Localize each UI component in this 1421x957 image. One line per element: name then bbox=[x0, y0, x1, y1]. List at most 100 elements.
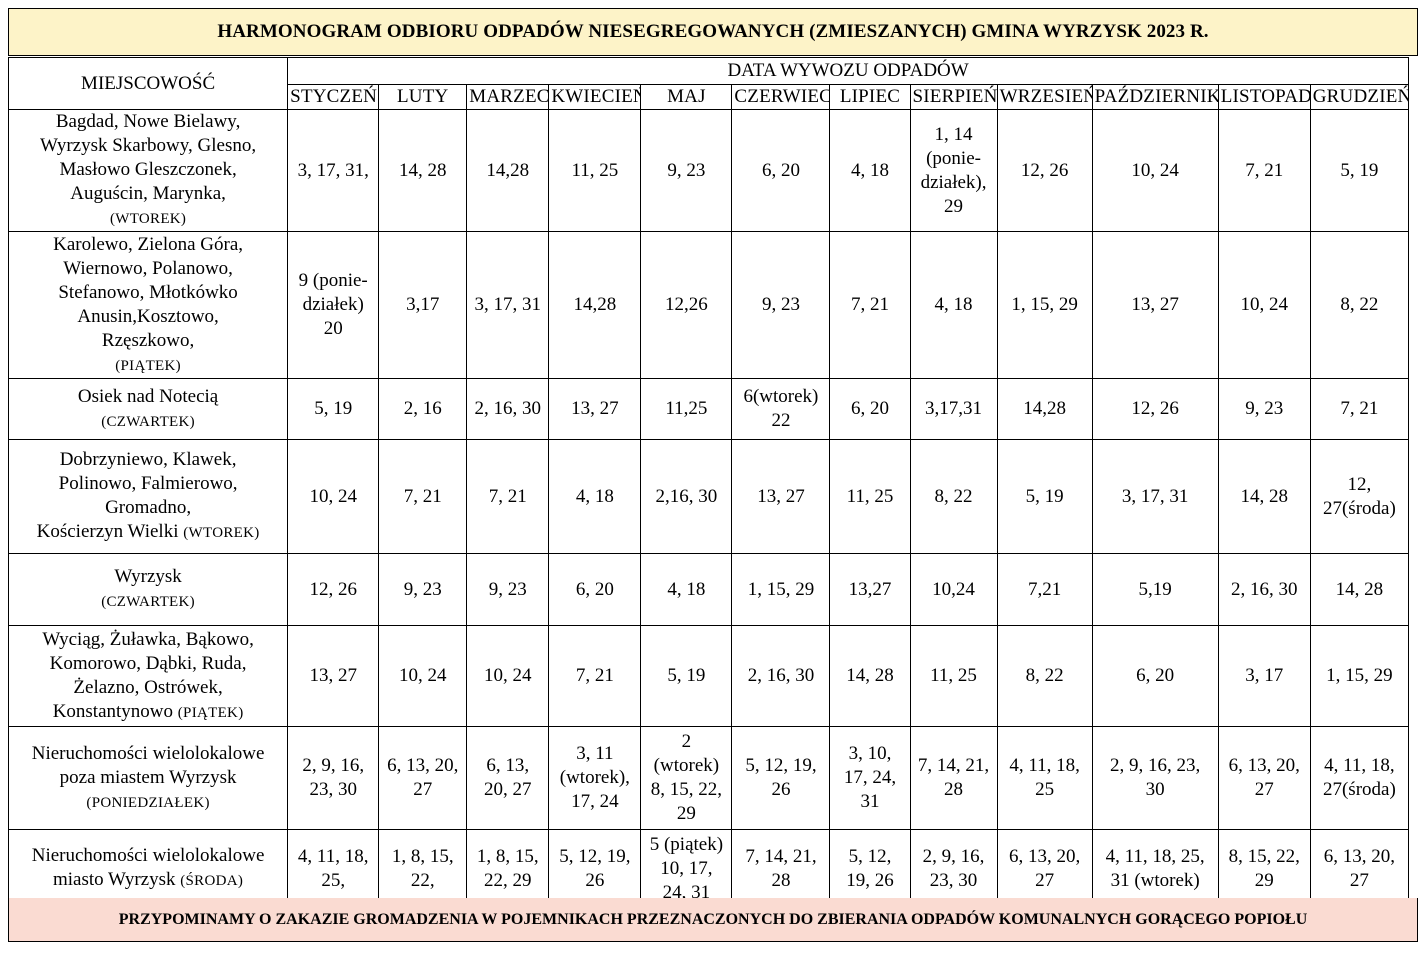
date-cell: 4, 11, 18, 25, 31 (wtorek) bbox=[1091, 829, 1219, 908]
date-line: 22, 29 bbox=[484, 869, 532, 891]
date-line: 2 bbox=[681, 731, 692, 752]
date-line: 5, 12, bbox=[848, 845, 892, 867]
location-name-line: Osiek nad Notecią bbox=[77, 385, 219, 407]
date-line: 14, 28 bbox=[1240, 485, 1288, 507]
date-line: 1, 15, 29 bbox=[1326, 665, 1393, 686]
schedule-row: Nieruchomości wielolokalowe miasto Wyrzys… bbox=[7, 829, 1410, 908]
location-name-line: Polinowo, Falmierowo, bbox=[58, 473, 238, 494]
date-line: 27(środa) bbox=[1322, 497, 1396, 519]
date-line: 10, 24 bbox=[309, 485, 357, 507]
date-line: 5, 19 bbox=[314, 398, 353, 419]
date-line: 14,28 bbox=[1023, 398, 1066, 419]
date-cell: 6, 13, 20, 27 bbox=[996, 829, 1093, 908]
month-header: CZERWIEC bbox=[731, 84, 831, 110]
date-cell: 3, 11 (wtorek), 17, 24 bbox=[548, 726, 642, 830]
date-cell: 2,16, 30 bbox=[640, 439, 733, 554]
date-cell: 7, 21 bbox=[378, 439, 468, 554]
date-cell: 9, 23 bbox=[731, 231, 831, 379]
schedule-row: Wyciąg, Żuławka, Bąkowo, Komorowo, Dąbki,… bbox=[7, 625, 1410, 727]
date-line: 8, 22 bbox=[1025, 665, 1064, 686]
date-line: 3, 17 bbox=[1245, 665, 1284, 686]
month-header: SIERPIEŃ bbox=[909, 84, 998, 110]
location-cell: Bagdad, Nowe Bielawy, Wyrzysk Skarbowy, G… bbox=[7, 109, 289, 232]
date-cell: 12,26 bbox=[640, 231, 733, 379]
collection-schedule-table: MIEJSCOWOŚĆ DATA WYWOZU ODPADÓW STYCZEŃ L… bbox=[7, 57, 1410, 908]
date-line: 5 (piątek) bbox=[649, 833, 724, 855]
date-line: 5,19 bbox=[1138, 578, 1172, 600]
date-line: 12, 26 bbox=[309, 578, 357, 600]
date-line: 4, 18 bbox=[575, 485, 614, 507]
location-name-line: Nieruchomości wielolokalowe bbox=[31, 845, 265, 866]
date-line: 19, 26 bbox=[846, 869, 894, 891]
date-line: 4, 18 bbox=[667, 578, 706, 600]
date-line: 27 bbox=[1035, 869, 1055, 891]
date-line: 13, 27 bbox=[571, 398, 619, 419]
date-cell: 4, 11, 18, 27(środa) bbox=[1309, 726, 1410, 830]
date-line: 6(wtorek) bbox=[743, 386, 819, 407]
date-cell: 8, 15, 22, 29 bbox=[1217, 829, 1311, 908]
date-line: 6, 13, bbox=[486, 755, 530, 776]
date-cell: 11, 25 bbox=[829, 439, 911, 554]
date-line: 13,27 bbox=[848, 578, 892, 600]
date-cell: 9 (ponie-działek) 20 bbox=[287, 231, 380, 379]
date-cell: 13,27 bbox=[829, 553, 911, 626]
date-line: 5, 12, 19, bbox=[745, 755, 817, 776]
date-line: 7, 21 bbox=[1245, 159, 1284, 181]
date-line: 6, 13, 20, bbox=[1323, 845, 1395, 867]
date-cell: 5, 19 bbox=[1309, 109, 1410, 232]
date-line: 28 bbox=[944, 779, 964, 800]
date-line: 26 bbox=[585, 869, 605, 891]
location-name-line: Bagdad, Nowe Bielawy, bbox=[55, 111, 241, 132]
collection-weekday: (CZWARTEK) bbox=[101, 413, 195, 430]
date-cell: 14,28 bbox=[548, 231, 642, 379]
date-cell: 3, 17, 31 bbox=[466, 231, 550, 379]
date-line: 24, 31 bbox=[662, 881, 711, 903]
date-line: 14,28 bbox=[486, 159, 530, 181]
date-line: 7, 14, 21, bbox=[917, 755, 990, 776]
date-cell: 8, 22 bbox=[996, 625, 1093, 727]
date-cell: 13, 27 bbox=[548, 378, 642, 440]
location-name-line: miasto Wyrzysk bbox=[52, 869, 176, 890]
date-line: 2, 9, 16, bbox=[922, 845, 985, 867]
date-line: 25 bbox=[1035, 779, 1055, 800]
date-cell: 6, 13, 20, 27 bbox=[1217, 726, 1311, 830]
date-cell: 4, 11, 18, 25, bbox=[287, 829, 380, 908]
date-line: 27(środa) bbox=[1322, 779, 1396, 800]
date-line: 27 bbox=[1254, 779, 1274, 800]
month-header: GRUDZIEŃ bbox=[1309, 84, 1410, 110]
date-cell: 14, 28 bbox=[829, 625, 911, 727]
date-line: 14, 28 bbox=[846, 665, 894, 686]
schedule-row: Wyrzysk (CZWARTEK) 12, 26 9, 23 9, 23 6, 20 4,… bbox=[7, 553, 1410, 626]
date-cell: 10, 24 bbox=[1217, 231, 1311, 379]
collection-weekday: (PIĄTEK) bbox=[115, 357, 181, 374]
date-cell: 4, 18 bbox=[548, 439, 642, 554]
date-line: 8, 15, 22, bbox=[650, 779, 722, 800]
date-line: działek), bbox=[920, 171, 987, 193]
date-cell: 2, 16 bbox=[378, 378, 468, 440]
date-line: 4, 11, 18, bbox=[1324, 755, 1395, 776]
date-line: 26 bbox=[771, 779, 791, 800]
location-name-line: Masłowo Gleszczonek, bbox=[59, 159, 237, 180]
month-header: LIPIEC bbox=[829, 84, 911, 110]
date-cell: 14, 28 bbox=[378, 109, 468, 232]
date-cell: 5 (piątek) 10, 17, 24, 31 bbox=[640, 829, 733, 908]
location-name-line: Rzęszkowo, bbox=[101, 329, 195, 351]
date-cell: 12, 27(środa) bbox=[1309, 439, 1410, 554]
date-line: 4, 18 bbox=[934, 294, 973, 315]
location-name-line: Gromadno, bbox=[105, 497, 192, 518]
date-line: 7, 21 bbox=[850, 294, 889, 315]
date-cell: 5, 12, 19, 26 bbox=[829, 829, 911, 908]
date-cell: 7, 21 bbox=[1217, 109, 1311, 232]
month-header: WRZESIEŃ bbox=[996, 84, 1093, 110]
date-line: 7, 21 bbox=[488, 485, 527, 507]
date-cell: 9, 23 bbox=[1217, 378, 1311, 440]
date-cell: 3,17 bbox=[378, 231, 468, 379]
date-line: 12,26 bbox=[665, 294, 708, 315]
date-cell: 5, 19 bbox=[996, 439, 1093, 554]
location-name-line: Anusin,Kosztowo, bbox=[77, 305, 219, 327]
collection-weekday: (ŚRODA) bbox=[180, 873, 244, 889]
date-line: 3, 17, 31, bbox=[297, 159, 369, 181]
date-line: 9, 23 bbox=[1245, 398, 1284, 419]
location-cell: Nieruchomości wielolokalowe miasto Wyrzys… bbox=[7, 829, 289, 908]
location-name-line: Karolewo, Zielona Góra, bbox=[53, 233, 244, 255]
